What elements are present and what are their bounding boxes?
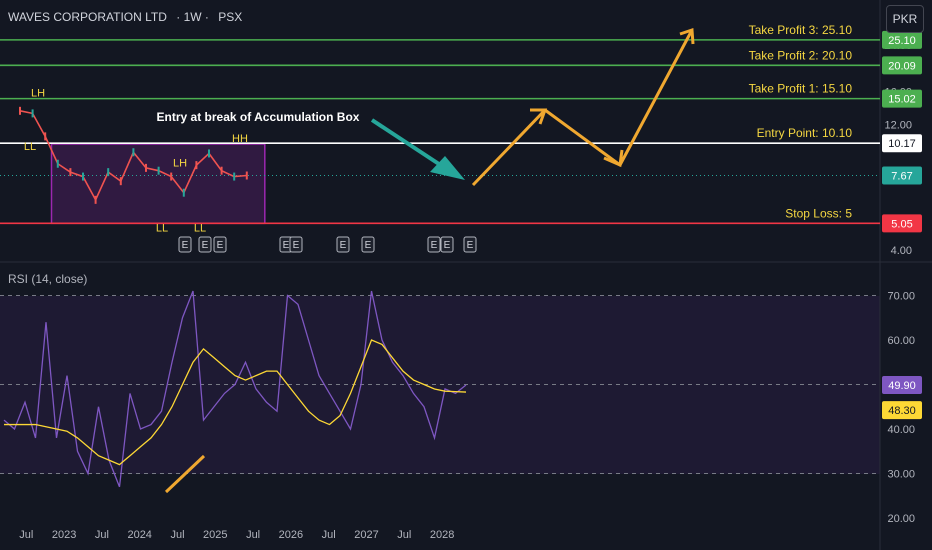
event-marker: E — [467, 240, 474, 251]
level-tag-text: 25.10 — [888, 35, 916, 47]
event-marker: E — [293, 240, 300, 251]
rsi-indicator-label: RSI (14, close) — [8, 272, 88, 286]
rsi-ma-tag-bg — [882, 401, 922, 420]
price-tick-label: 4.00 — [891, 245, 912, 257]
event-marker-box — [440, 236, 454, 253]
rsi-tick-label: 30.00 — [887, 469, 915, 481]
projection-path — [471, 29, 694, 187]
event-marker: E — [444, 240, 451, 251]
rsi-value-tag: 49.90 — [888, 380, 916, 392]
rsi-line — [3, 290, 467, 488]
accumulation-box — [50, 143, 266, 225]
x-tick-label: 2027 — [354, 529, 378, 541]
level-tag-bg — [882, 89, 922, 108]
event-marker-box — [213, 236, 227, 253]
event-marker-box — [427, 236, 441, 253]
swing-label: LH — [173, 157, 187, 169]
rsi-trendline — [164, 454, 206, 494]
event-marker-box — [289, 236, 303, 253]
symbol-header: WAVES CORPORATION LTD · 1W · PSX — [8, 10, 248, 24]
level-label: Take Profit 3: 25.10 — [749, 23, 853, 37]
swing-label: LH — [31, 88, 45, 100]
symbol-name: WAVES CORPORATION LTD — [8, 10, 167, 24]
rsi-tick-label: 70.00 — [887, 291, 915, 303]
level-tag-bg — [882, 214, 922, 233]
level-tag-bg — [882, 56, 922, 75]
event-marker: E — [182, 240, 189, 251]
x-tick-label: 2028 — [430, 529, 454, 541]
teal-arrow-head — [430, 156, 465, 180]
level-tag-text: 5.05 — [891, 218, 912, 230]
event-marker: E — [365, 240, 372, 251]
x-tick-label: 2025 — [203, 529, 227, 541]
level-tag-bg — [882, 134, 922, 153]
price-tick-label: 12.00 — [884, 119, 912, 131]
event-marker: E — [202, 240, 209, 251]
projection-arrowhead — [603, 149, 624, 168]
rsi-tick-label: 20.00 — [887, 513, 915, 525]
level-label: Take Profit 2: 20.10 — [749, 48, 853, 62]
exchange-label: PSX — [218, 10, 243, 24]
event-marker-box — [178, 236, 192, 253]
last-price-tag-bg — [882, 166, 922, 185]
rsi-ma-value-tag: 48.30 — [888, 405, 916, 417]
swing-label: LL — [156, 223, 168, 235]
event-marker-box — [336, 236, 350, 253]
rsi-tick-label: 40.00 — [887, 424, 915, 436]
level-tag-bg — [882, 30, 922, 49]
interval-label: · 1W · — [176, 10, 209, 24]
event-marker-box — [463, 236, 477, 253]
rsi-tick-label: 60.00 — [887, 335, 915, 347]
event-marker: E — [283, 240, 290, 251]
level-label: Stop Loss: 5 — [785, 206, 852, 220]
rsi-ma-line — [4, 339, 467, 466]
level-tag-text: 10.17 — [888, 138, 916, 150]
x-tick-label: 2024 — [127, 529, 151, 541]
level-label: Entry Point: 10.10 — [757, 126, 853, 140]
swing-label: LL — [24, 141, 36, 153]
rsi-tag-bg — [882, 375, 922, 394]
event-marker-box — [198, 236, 212, 253]
projection-arrowhead — [530, 108, 548, 125]
teal-arrow-shaft — [370, 118, 447, 170]
x-tick-label: Jul — [397, 529, 411, 541]
level-tag-text: 20.09 — [888, 60, 916, 72]
event-marker: E — [431, 240, 438, 251]
entry-annotation: Entry at break of Accumulation Box — [157, 110, 360, 124]
swing-label: LL — [194, 223, 206, 235]
projection-arrowhead — [679, 27, 695, 45]
x-tick-label: Jul — [246, 529, 260, 541]
event-marker: E — [217, 240, 224, 251]
x-tick-label: Jul — [170, 529, 184, 541]
x-tick-label: 2026 — [279, 529, 303, 541]
level-label: Take Profit 1: 15.10 — [749, 82, 853, 96]
event-marker: E — [340, 240, 347, 251]
x-tick-label: Jul — [95, 529, 109, 541]
level-tag-text: 15.02 — [888, 94, 916, 106]
x-tick-label: Jul — [19, 529, 33, 541]
currency-button[interactable]: PKR — [886, 5, 924, 33]
swing-label: HH — [232, 133, 248, 145]
x-tick-label: Jul — [322, 529, 336, 541]
x-tick-label: 2023 — [52, 529, 76, 541]
last-price-tag: 7.67 — [891, 171, 912, 183]
event-marker-box — [361, 236, 375, 253]
